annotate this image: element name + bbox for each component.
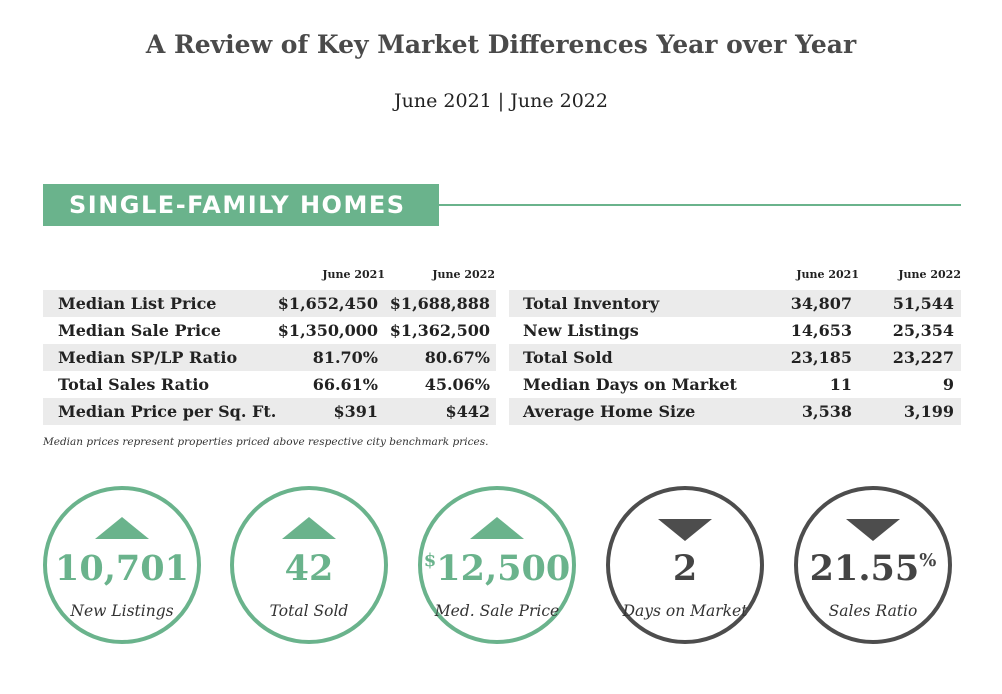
stat-number: 10,701 — [55, 548, 189, 589]
value-2022: $442 — [445, 402, 490, 421]
stat-circle-days-on-market: 2 Days on Market — [606, 486, 764, 644]
row-label: Median SP/LP Ratio — [58, 348, 238, 367]
table-row: Median Price per Sq. Ft. $391 $442 — [43, 398, 496, 425]
column-header-2021: June 2021 — [796, 268, 859, 281]
stat-caption: Days on Market — [622, 602, 748, 620]
value-2022: $1,688,888 — [389, 294, 490, 313]
left-stats-table: June 2021 June 2022 Median List Price $1… — [43, 264, 496, 425]
stat-value: 21.55% — [798, 548, 948, 589]
value-2021: 11 — [829, 375, 852, 394]
down-arrow-icon — [658, 519, 712, 541]
value-2021: $1,350,000 — [277, 321, 378, 340]
table-row: Total Inventory 34,807 51,544 — [509, 290, 961, 317]
value-2022: 3,199 — [903, 402, 954, 421]
table-row: Median Days on Market 11 9 — [509, 371, 961, 398]
row-label: Total Inventory — [523, 294, 660, 313]
stat-circle-sales-ratio: 21.55% Sales Ratio — [794, 486, 952, 644]
stat-value: 2 — [610, 548, 760, 589]
value-2021: 3,538 — [801, 402, 852, 421]
row-label: Median Sale Price — [58, 321, 221, 340]
table-row: New Listings 14,653 25,354 — [509, 317, 961, 344]
column-header-2022: June 2022 — [432, 268, 495, 281]
stat-number: 42 — [284, 548, 334, 589]
table-row: Median List Price $1,652,450 $1,688,888 — [43, 290, 496, 317]
stat-value: 10,701 — [47, 548, 197, 589]
value-2022: 23,227 — [892, 348, 954, 367]
value-2022: 9 — [942, 375, 954, 394]
table-row: Total Sales Ratio 66.61% 45.06% — [43, 371, 496, 398]
table-row: Median SP/LP Ratio 81.70% 80.67% — [43, 344, 496, 371]
stat-circle-total-sold: 42 Total Sold — [230, 486, 388, 644]
row-label: Median List Price — [58, 294, 217, 313]
value-2021: $391 — [333, 402, 378, 421]
table-header: June 2021 June 2022 — [509, 264, 961, 290]
up-arrow-icon — [95, 517, 149, 539]
value-2021: 34,807 — [790, 294, 852, 313]
stat-circle-new-listings: 10,701 New Listings — [43, 486, 201, 644]
page-title: A Review of Key Market Differences Year … — [145, 30, 857, 59]
row-label: New Listings — [523, 321, 639, 340]
stat-prefix: $ — [423, 550, 437, 571]
stat-number: 2 — [672, 548, 698, 589]
value-2021: 66.61% — [312, 375, 378, 394]
page-subtitle: June 2021 | June 2022 — [394, 90, 608, 112]
section-banner: SINGLE-FAMILY HOMES — [43, 184, 439, 226]
stat-caption: Sales Ratio — [828, 602, 918, 620]
table-row: Total Sold 23,185 23,227 — [509, 344, 961, 371]
section-banner-label: SINGLE-FAMILY HOMES — [69, 191, 406, 219]
row-label: Average Home Size — [523, 402, 696, 421]
value-2022: 51,544 — [892, 294, 954, 313]
stat-value: 42 — [234, 548, 384, 589]
value-2022: 80.67% — [424, 348, 490, 367]
value-2022: 25,354 — [892, 321, 954, 340]
value-2022: 45.06% — [424, 375, 490, 394]
row-label: Median Days on Market — [523, 375, 737, 394]
row-label: Total Sold — [523, 348, 613, 367]
table-row: Median Sale Price $1,350,000 $1,362,500 — [43, 317, 496, 344]
column-header-2022: June 2022 — [898, 268, 961, 281]
stat-caption: Total Sold — [269, 602, 349, 620]
value-2022: $1,362,500 — [389, 321, 490, 340]
stat-caption: New Listings — [70, 602, 174, 620]
row-label: Total Sales Ratio — [58, 375, 210, 394]
up-arrow-icon — [470, 517, 524, 539]
down-arrow-icon — [846, 519, 900, 541]
table-header: June 2021 June 2022 — [43, 264, 496, 290]
footnote: Median prices represent properties price… — [43, 436, 489, 448]
up-arrow-icon — [282, 517, 336, 539]
stat-circle-med-sale-price: $12,500 Med. Sale Price — [418, 486, 576, 644]
stat-number: 21.55 — [809, 548, 920, 589]
stat-number: 12,500 — [436, 548, 571, 589]
stat-caption: Med. Sale Price — [434, 602, 560, 620]
value-2021: 23,185 — [790, 348, 852, 367]
right-stats-table: June 2021 June 2022 Total Inventory 34,8… — [509, 264, 961, 425]
value-2021: $1,652,450 — [277, 294, 378, 313]
stat-value: $12,500 — [422, 548, 572, 589]
row-label: Median Price per Sq. Ft. — [58, 402, 277, 421]
stat-suffix: % — [919, 550, 937, 571]
value-2021: 14,653 — [790, 321, 852, 340]
value-2021: 81.70% — [312, 348, 378, 367]
table-row: Average Home Size 3,538 3,199 — [509, 398, 961, 425]
banner-divider — [439, 204, 961, 206]
column-header-2021: June 2021 — [322, 268, 385, 281]
